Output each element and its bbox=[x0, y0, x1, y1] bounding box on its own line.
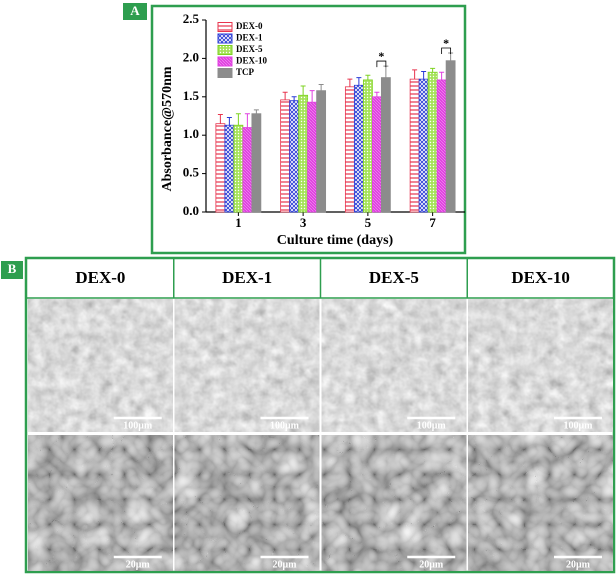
error-bar bbox=[309, 90, 315, 103]
scale-bar-label: 100μm bbox=[270, 420, 300, 431]
panel-label-box bbox=[1, 261, 23, 279]
bar bbox=[436, 79, 447, 213]
error-bar bbox=[374, 91, 380, 97]
sem-image bbox=[321, 435, 467, 571]
y-tick-label: 2.5 bbox=[183, 11, 200, 26]
legend-swatch bbox=[217, 68, 233, 78]
bar bbox=[298, 94, 309, 213]
panel-label: A bbox=[130, 3, 140, 18]
error-bar bbox=[448, 52, 454, 61]
scale-bar-label: 20μm bbox=[273, 559, 298, 570]
scale-bar-label: 20μm bbox=[419, 559, 444, 570]
scale-bar-label: 100μm bbox=[123, 420, 153, 431]
sem-image bbox=[174, 435, 320, 571]
panel-a-frame bbox=[150, 4, 467, 255]
bar bbox=[280, 99, 291, 213]
error-bar bbox=[235, 113, 241, 126]
bar bbox=[427, 71, 438, 213]
y-tick-label: 1.0 bbox=[183, 126, 199, 141]
x-tick-label: 5 bbox=[365, 215, 372, 230]
sem-image bbox=[28, 299, 173, 432]
sem-image bbox=[468, 299, 613, 432]
error-bar bbox=[244, 113, 250, 128]
bar bbox=[344, 86, 355, 213]
column-header: DEX-10 bbox=[511, 268, 570, 287]
error-bar bbox=[226, 117, 232, 126]
legend-swatch bbox=[217, 56, 233, 67]
error-bar bbox=[383, 65, 389, 78]
x-tick-label: 3 bbox=[300, 215, 307, 230]
x-axis-label: Culture time (days) bbox=[277, 233, 394, 248]
column-header: DEX-5 bbox=[369, 268, 419, 287]
y-tick-label: 1.5 bbox=[183, 88, 200, 103]
legend-label: DEX-0 bbox=[236, 21, 263, 31]
legend-label: TCP bbox=[236, 67, 255, 77]
scale-bar-label: 20μm bbox=[566, 559, 591, 570]
bar bbox=[316, 90, 327, 213]
y-tick-label: 2.0 bbox=[183, 49, 199, 64]
sem-image bbox=[174, 299, 320, 432]
error-bar bbox=[365, 74, 371, 80]
annotation: * bbox=[378, 49, 384, 63]
error-bar bbox=[439, 71, 445, 80]
significance-bracket bbox=[441, 47, 452, 55]
bar bbox=[371, 96, 382, 213]
error-bar bbox=[291, 96, 297, 101]
x-tick-label: 1 bbox=[235, 215, 242, 230]
error-bar bbox=[217, 113, 223, 124]
legend-label: DEX-5 bbox=[236, 44, 263, 54]
error-bar bbox=[421, 70, 427, 80]
bar bbox=[215, 123, 226, 213]
bar bbox=[233, 124, 244, 213]
sem-image bbox=[321, 299, 467, 432]
legend-swatch bbox=[217, 45, 233, 55]
column-header: DEX-1 bbox=[222, 268, 272, 287]
annotation: * bbox=[443, 36, 449, 50]
panel-b-frame bbox=[24, 256, 616, 574]
bar bbox=[353, 84, 364, 213]
y-axis-label: Absorbance@570nm bbox=[160, 66, 175, 191]
bar bbox=[445, 60, 456, 213]
error-bar bbox=[253, 109, 259, 114]
scale-bar-label: 20μm bbox=[126, 559, 151, 570]
y-tick-label: 0.0 bbox=[183, 203, 199, 218]
y-tick-label: 0.5 bbox=[183, 165, 200, 180]
error-bar bbox=[347, 78, 353, 87]
error-bar bbox=[282, 91, 288, 100]
panel-label-box bbox=[123, 3, 147, 20]
bar bbox=[418, 78, 429, 213]
bar bbox=[362, 79, 373, 213]
bar bbox=[251, 113, 262, 213]
panel-label: B bbox=[8, 261, 17, 276]
scale-bar-label: 100μm bbox=[417, 420, 447, 431]
legend-swatch bbox=[217, 22, 233, 32]
bar bbox=[242, 127, 253, 213]
legend-label: DEX-1 bbox=[236, 33, 263, 43]
scale-bar-label: 100μm bbox=[564, 420, 594, 431]
bar bbox=[224, 124, 235, 213]
legend-swatch bbox=[217, 33, 233, 44]
x-tick-label: 7 bbox=[429, 215, 436, 230]
sem-image bbox=[28, 435, 173, 571]
significance-bracket bbox=[376, 60, 387, 68]
bar bbox=[380, 77, 391, 213]
sem-image bbox=[468, 435, 613, 571]
column-header: DEX-0 bbox=[75, 268, 125, 287]
bar bbox=[409, 78, 420, 213]
legend-label: DEX-10 bbox=[236, 56, 267, 66]
bar bbox=[307, 101, 318, 213]
error-bar bbox=[318, 84, 324, 91]
bar bbox=[289, 100, 300, 213]
error-bar bbox=[412, 69, 418, 80]
error-bar bbox=[300, 85, 306, 96]
error-bar bbox=[430, 67, 436, 73]
error-bar bbox=[356, 77, 362, 86]
